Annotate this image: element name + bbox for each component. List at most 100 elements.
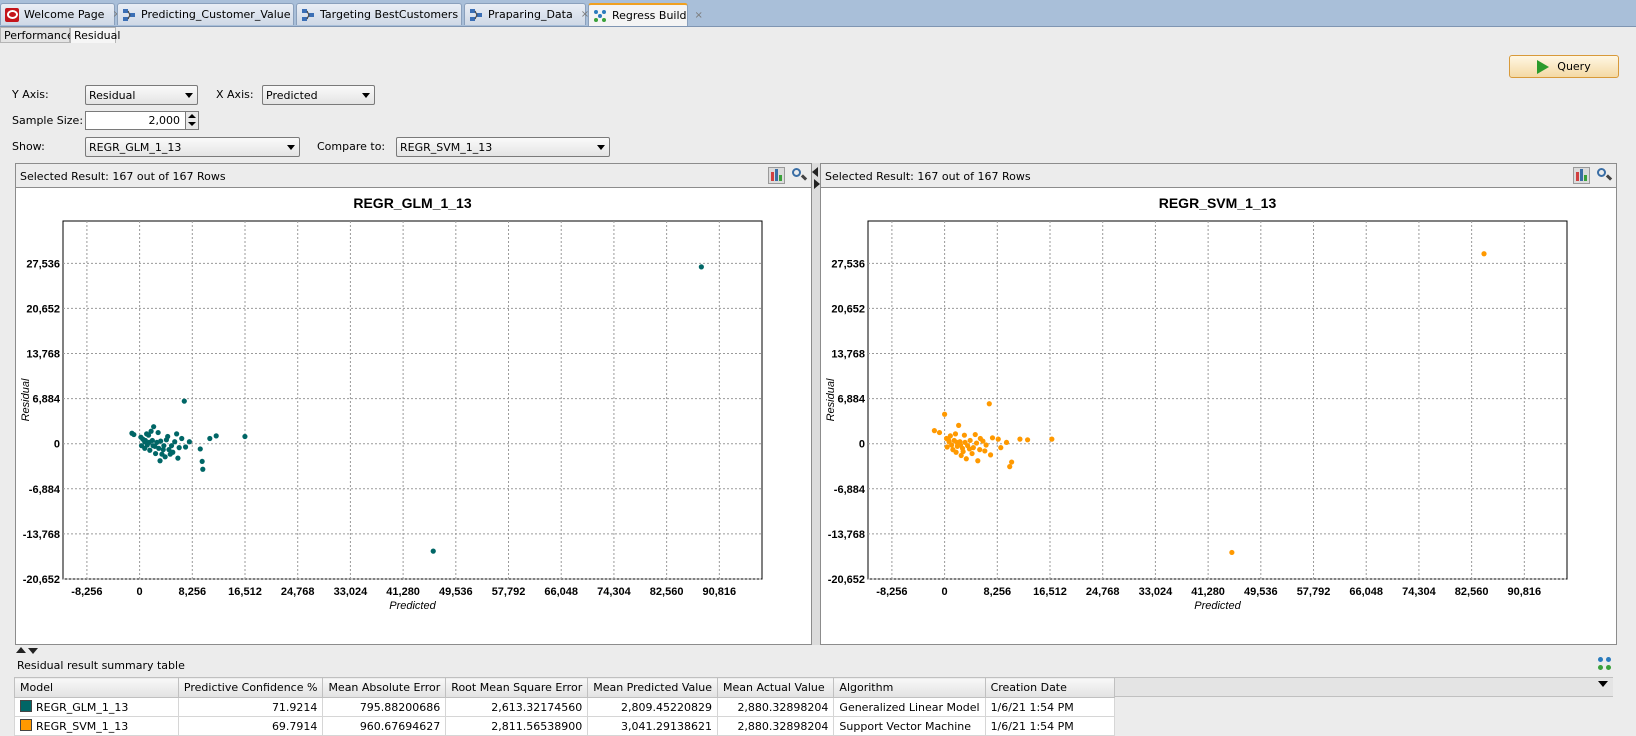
refresh-icon[interactable] (1598, 657, 1612, 671)
summary-table-title: Residual result summary table (17, 659, 185, 672)
table-row[interactable]: REGR_SVM_1_13 69.7914 960.67694627 2,811… (14, 716, 1116, 736)
expand-up-icon[interactable] (16, 647, 26, 653)
data-point (168, 443, 175, 449)
data-point (166, 447, 172, 453)
data-point (430, 548, 436, 554)
split-divider[interactable] (812, 163, 820, 645)
chevron-down-icon (597, 145, 605, 150)
data-point (142, 437, 148, 444)
chart-settings-icon[interactable] (1573, 167, 1590, 184)
sample-size-spinner[interactable]: 2,000 (85, 111, 199, 130)
rmse-cell: 2,811.56538900 (445, 716, 589, 736)
rmse-cell: 2,613.32174560 (445, 697, 589, 717)
data-point (147, 447, 153, 453)
spinner-up-icon[interactable] (188, 114, 196, 118)
expand-down-icon[interactable] (28, 648, 38, 654)
x-axis-label: X Axis: (216, 88, 254, 101)
tab-label: Targeting BestCustomers (320, 8, 459, 21)
query-button[interactable]: Query (1509, 55, 1619, 78)
y-tick-label: 13,768 (831, 349, 865, 361)
close-icon[interactable]: × (580, 9, 590, 20)
x-tick-label: 82,560 (650, 586, 684, 598)
svm-chart-panel: Selected Result: 167 out of 167 Rows REG… (820, 163, 1617, 645)
x-tick-label: 0 (942, 586, 948, 598)
show-label: Show: (12, 140, 45, 153)
column-header-model[interactable]: Model (14, 677, 179, 698)
data-point (977, 447, 983, 453)
data-point (167, 451, 173, 457)
tab-welcome-page[interactable]: Welcome Page × (0, 3, 121, 25)
creation-date-cell: 1/6/21 1:54 PM (984, 716, 1116, 736)
tab-praparing-data[interactable]: Praparing_Data × (464, 3, 590, 25)
column-header-mean-actual-value[interactable]: Mean Actual Value (717, 677, 835, 698)
data-point (131, 431, 137, 438)
glm-scatter-plot: REGR_GLM_1_13 -8,256 0 8,256 16,512 24,768 33,… (20, 195, 763, 612)
data-point (986, 401, 992, 407)
mean-absolute-error-cell: 795.88200686 (322, 697, 447, 717)
workflow-icon (123, 8, 135, 21)
x-tick-label: 0 (137, 586, 143, 598)
predictive-confidence-cell: 71.9214 (177, 697, 324, 717)
data-point (1007, 464, 1013, 470)
y-tick-label: -13,768 (828, 529, 865, 541)
data-point (152, 450, 159, 457)
mean-actual-value-cell: 2,880.32898204 (717, 716, 835, 736)
table-header-filler (1115, 677, 1613, 697)
show-model-value: REGR_GLM_1_13 (89, 141, 182, 154)
x-tick-label: 82,560 (1455, 586, 1489, 598)
collapse-right-icon[interactable] (814, 179, 820, 189)
chart-panel-header: Selected Result: 167 out of 167 Rows (16, 164, 811, 188)
show-model-select[interactable]: REGR_GLM_1_13 (85, 137, 300, 157)
column-header-predictive-confidence[interactable]: Predictive Confidence % (177, 677, 324, 698)
data-point (175, 455, 181, 461)
data-point (998, 445, 1004, 451)
data-point (950, 447, 956, 453)
data-point (1024, 437, 1031, 443)
zoom-icon[interactable] (791, 167, 808, 184)
x-tick-label: 66,048 (544, 586, 578, 598)
x-tick-label: 90,816 (1508, 586, 1542, 598)
data-point (149, 437, 155, 444)
tab-targeting-best-customers[interactable]: Targeting BestCustomers × (296, 3, 474, 25)
plot-area (62, 220, 763, 580)
data-point (172, 439, 178, 445)
sample-size-value: 2,000 (148, 114, 181, 127)
x-tick-label: -8,256 (71, 586, 102, 598)
collapse-left-icon[interactable] (812, 167, 818, 177)
x-tick-label: 90,816 (703, 586, 737, 598)
close-icon[interactable]: × (694, 10, 703, 21)
table-row[interactable]: REGR_GLM_1_13 71.9214 795.88200686 2,613… (14, 697, 1116, 717)
compare-model-select[interactable]: REGR_SVM_1_13 (396, 137, 610, 157)
column-header-rmse[interactable]: Root Mean Square Error (445, 677, 589, 698)
data-point (947, 433, 953, 439)
close-icon[interactable]: × (112, 9, 120, 20)
column-header-creation-date[interactable]: Creation Date (984, 677, 1116, 698)
column-header-mean-predicted-value[interactable]: Mean Predicted Value (587, 677, 719, 698)
zoom-icon[interactable] (1596, 167, 1613, 184)
y-tick-label: 0 (54, 439, 60, 451)
tab-label: Praparing_Data (488, 8, 573, 21)
tab-regress-build[interactable]: Regress Build × (588, 3, 703, 26)
selected-result-text: Selected Result: 167 out of 167 Rows (20, 170, 226, 183)
spinner-down-icon[interactable] (188, 122, 196, 126)
chart-settings-icon[interactable] (768, 167, 785, 184)
tab-performance[interactable]: Performance (0, 27, 74, 43)
tab-residual[interactable]: Residual (70, 27, 120, 43)
data-point (181, 398, 187, 404)
data-point (156, 445, 162, 451)
data-point (969, 450, 975, 457)
column-menu-chevron-icon[interactable] (1598, 681, 1608, 687)
x-axis-select[interactable]: Predicted (262, 85, 375, 105)
column-header-mean-absolute-error[interactable]: Mean Absolute Error (322, 677, 447, 698)
data-point (995, 436, 1001, 442)
data-point (1229, 549, 1235, 556)
sample-size-label: Sample Size: (12, 114, 84, 127)
data-point (983, 442, 989, 448)
spinner-buttons[interactable] (185, 112, 198, 129)
y-axis-select[interactable]: Residual (85, 85, 198, 105)
column-header-algorithm[interactable]: Algorithm (833, 677, 986, 698)
tab-predicting-customer-value[interactable]: Predicting_Customer_Value × (117, 3, 307, 25)
model-cell: REGR_SVM_1_13 (14, 716, 179, 736)
data-point (949, 442, 955, 448)
chevron-down-icon (287, 145, 295, 150)
